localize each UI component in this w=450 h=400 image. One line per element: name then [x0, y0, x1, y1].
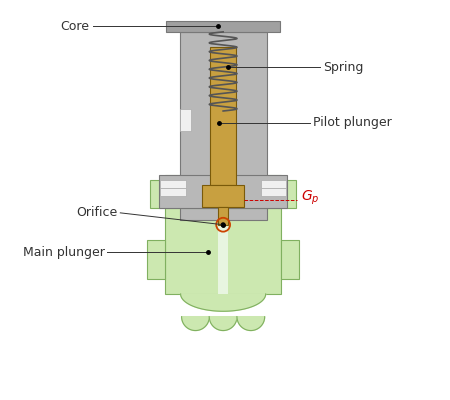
Bar	[218, 195, 228, 294]
Bar	[282, 240, 299, 279]
Bar	[147, 240, 165, 279]
Text: Orifice: Orifice	[76, 206, 117, 219]
Bar	[160, 180, 185, 188]
Text: Main plunger: Main plunger	[22, 246, 104, 259]
Bar	[180, 109, 192, 131]
Bar	[261, 188, 287, 196]
Polygon shape	[180, 294, 266, 311]
Text: Core: Core	[61, 20, 90, 33]
Polygon shape	[237, 317, 265, 330]
Bar	[202, 185, 244, 207]
Bar	[218, 207, 228, 225]
Bar	[166, 21, 280, 32]
Bar	[210, 47, 236, 185]
Text: Pilot plunger: Pilot plunger	[313, 116, 392, 129]
Text: Spring: Spring	[323, 61, 364, 74]
Polygon shape	[209, 317, 237, 330]
Bar	[150, 180, 296, 208]
Bar	[165, 175, 282, 294]
Text: $G_p$: $G_p$	[301, 189, 320, 207]
Polygon shape	[182, 317, 209, 330]
Bar	[160, 188, 185, 196]
Circle shape	[220, 222, 225, 227]
Bar	[159, 175, 288, 208]
Bar	[261, 180, 287, 188]
Bar	[180, 32, 267, 220]
